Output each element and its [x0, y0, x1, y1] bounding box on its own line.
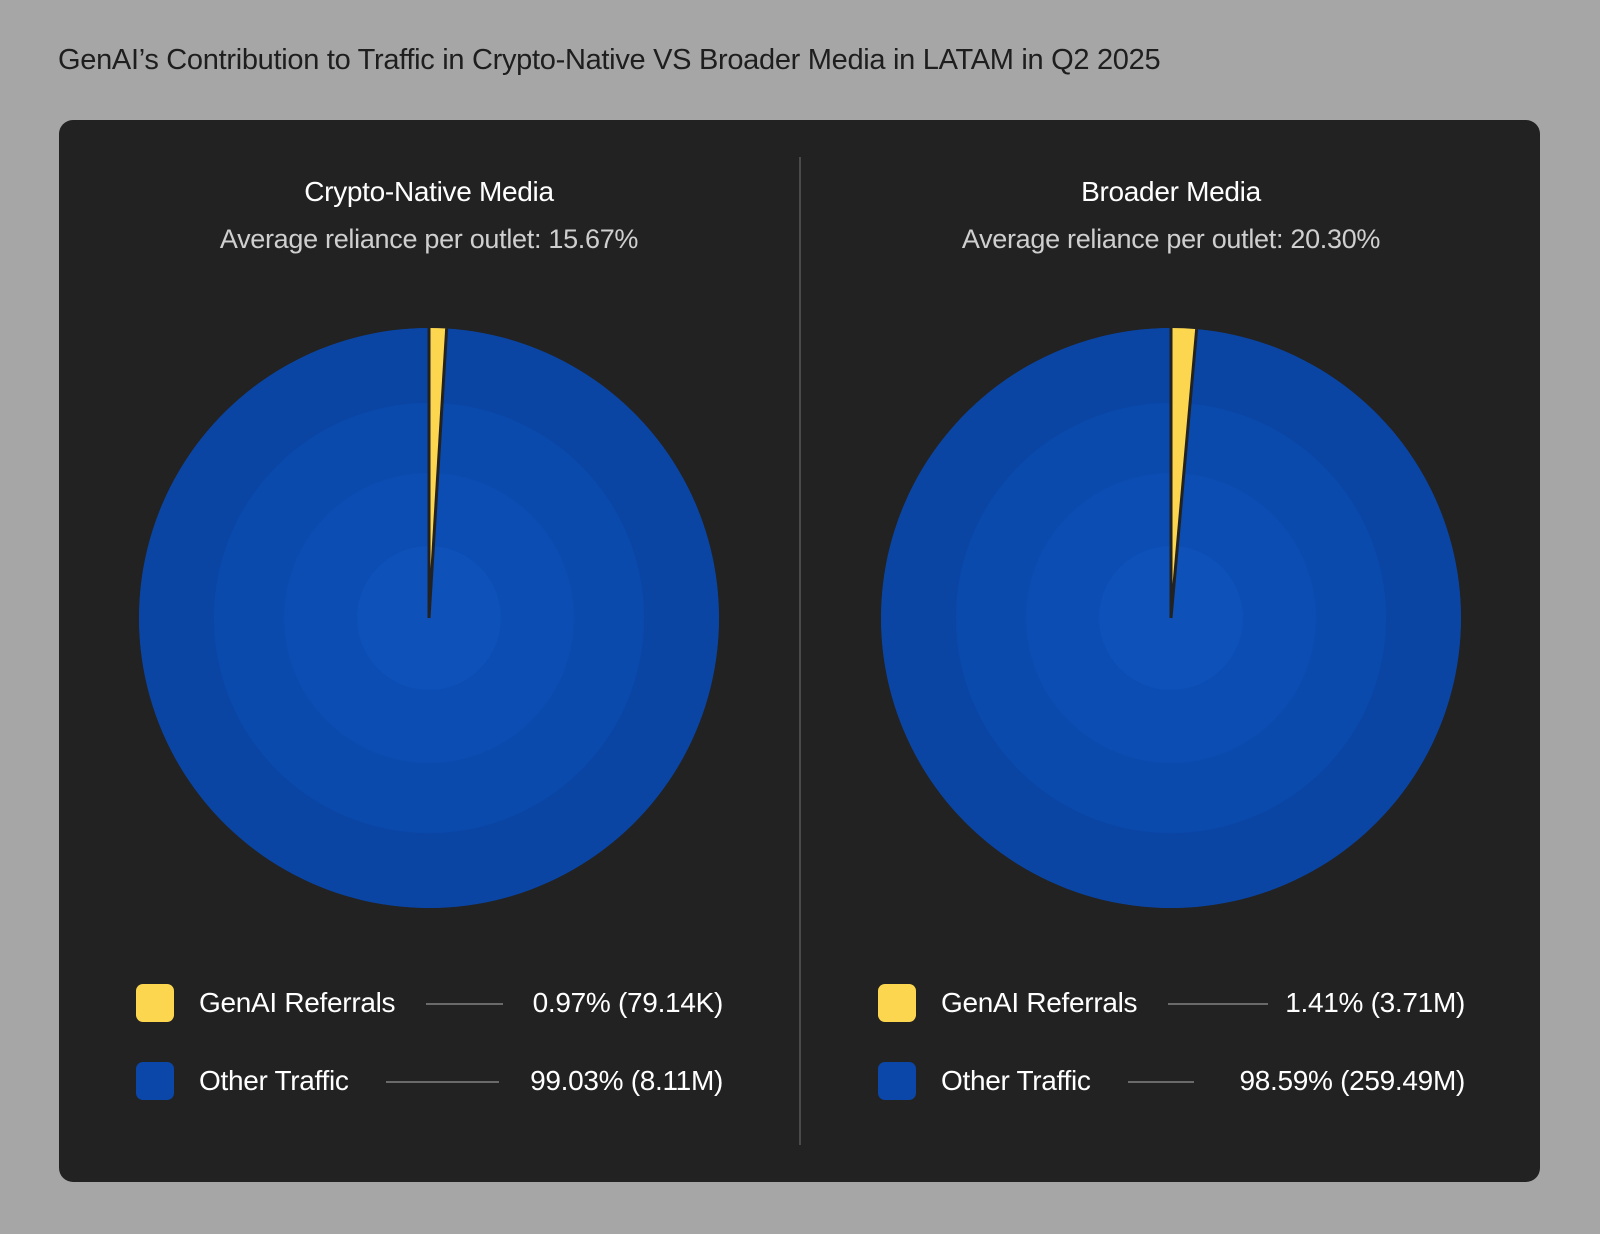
pie-slice-separator [427, 328, 449, 619]
pie-chart [880, 327, 1461, 908]
legend-label: GenAI Referrals [199, 987, 396, 1018]
legend-value: 98.59% (259.49M) [1239, 1065, 1465, 1096]
legend-leader-line [1128, 1081, 1194, 1083]
legend-swatch-genai [136, 984, 174, 1022]
legend-value: 1.41% (3.71M) [1285, 987, 1465, 1018]
legend-item-other: Other Traffic 98.59% (259.49M) [878, 1062, 1465, 1102]
legend-label: Other Traffic [941, 1065, 1091, 1096]
legend-label: Other Traffic [199, 1065, 349, 1096]
chart-crypto-native: Crypto-Native Media Average reliance per… [59, 120, 799, 1182]
legend-leader-line [386, 1081, 499, 1083]
chart-title: Crypto-Native Media [304, 176, 554, 207]
pie-slice-separator [1169, 329, 1199, 619]
legend-swatch-other [136, 1062, 174, 1100]
legend-swatch-other [878, 1062, 916, 1100]
legend-item-genai: GenAI Referrals 0.97% (79.14K) [136, 984, 723, 1024]
pie-chart [138, 328, 719, 909]
legend-item-genai: GenAI Referrals 1.41% (3.71M) [878, 984, 1465, 1024]
legend-leader-line [1168, 1003, 1268, 1005]
chart-subtitle: Average reliance per outlet: 15.67% [219, 224, 639, 254]
legend-leader-line [426, 1003, 503, 1005]
panel-divider [799, 157, 801, 1145]
legend-value: 99.03% (8.11M) [530, 1065, 723, 1096]
page-title: GenAI’s Contribution to Traffic in Crypt… [58, 44, 1161, 76]
legend-label: GenAI Referrals [941, 987, 1138, 1018]
chart-subtitle: Average reliance per outlet: 20.30% [961, 224, 1381, 254]
legend-value: 0.97% (79.14K) [532, 987, 724, 1018]
legend-swatch-genai [878, 984, 916, 1022]
chart-title: Broader Media [1081, 176, 1261, 207]
legend-item-other: Other Traffic 99.03% (8.11M) [136, 1062, 723, 1102]
chart-broader-media: Broader Media Average reliance per outle… [801, 120, 1541, 1182]
